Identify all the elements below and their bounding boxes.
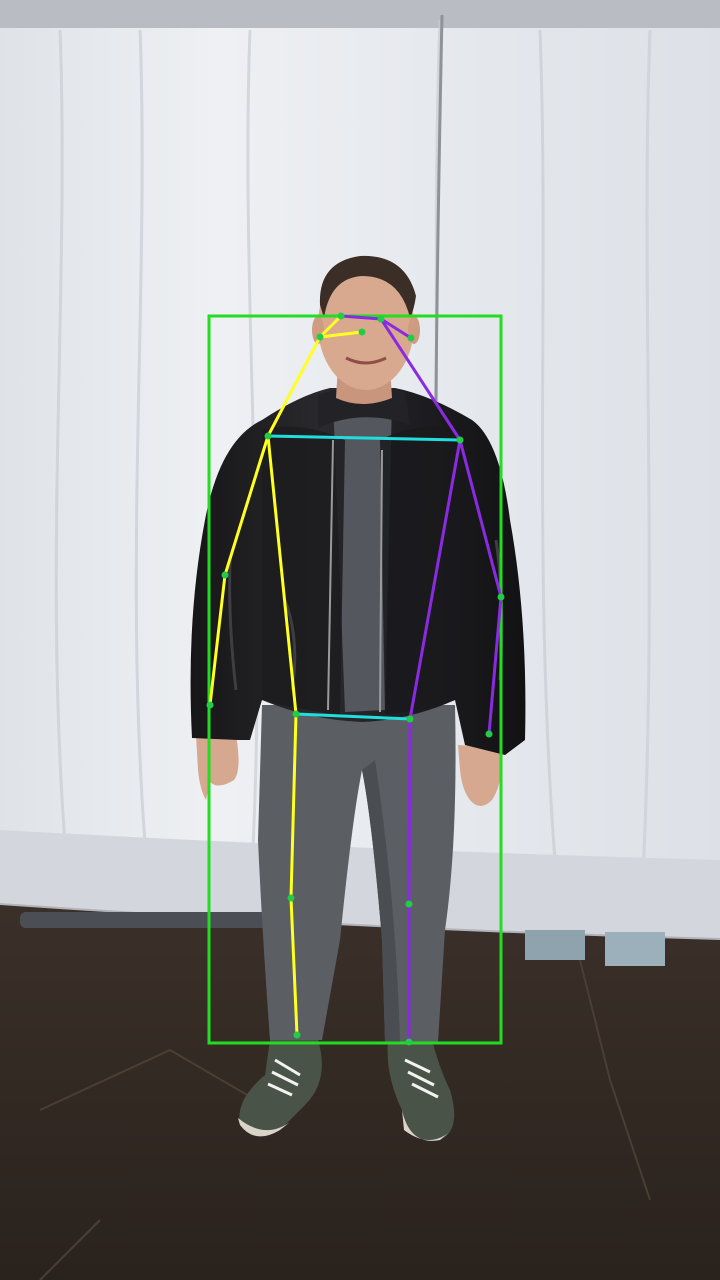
skeleton-keypoints — [206, 312, 505, 1046]
right-hand — [458, 745, 502, 806]
box-right-1 — [525, 930, 585, 960]
limb-nose-to-right-eye — [318, 314, 343, 339]
keypoint-right-shoulder — [264, 432, 272, 440]
limb-right-shoulder-to-right-hip — [266, 434, 298, 716]
keypoint-right-elbow — [221, 571, 229, 579]
keypoint-left-elbow — [497, 593, 505, 601]
jacket-left-panel — [262, 426, 345, 715]
jacket-right-panel — [380, 426, 462, 714]
jacket-zipper — [327, 439, 334, 711]
keypoint-left-shoulder — [456, 436, 464, 444]
keypoint-right-knee — [287, 894, 295, 902]
hair — [319, 255, 416, 318]
box-right-2 — [605, 932, 665, 966]
keypoint-left-knee — [405, 900, 413, 908]
trousers-shading — [362, 760, 400, 1042]
limb-left-hip-to-right-hip — [294, 712, 412, 721]
jacket-zipper-2 — [379, 449, 383, 713]
limb-right-eye-to-right-ear — [318, 330, 364, 339]
keypoint-left-eye — [377, 315, 385, 323]
limb-left-eye-to-left-shoulder — [379, 317, 462, 442]
skeleton-limbs — [208, 314, 503, 1044]
keypoint-right-ear — [358, 328, 366, 336]
limb-left-shoulder-to-right-shoulder — [266, 434, 462, 442]
right-shoe — [387, 1040, 455, 1141]
left-shoe-sole — [238, 1118, 290, 1137]
shirt — [333, 400, 392, 712]
curtain-rod-shadow — [0, 0, 720, 28]
floor — [0, 905, 720, 1280]
limb-left-elbow-to-left-wrist — [487, 595, 503, 736]
keypoint-right-wrist — [206, 701, 214, 709]
limb-right-eye-to-right-shoulder — [266, 335, 322, 438]
detection-box — [207, 314, 503, 1045]
keypoint-nose — [337, 312, 345, 320]
limb-right-elbow-to-right-wrist — [208, 573, 227, 707]
limb-right-shoulder-to-right-elbow — [223, 434, 270, 577]
limb-left-shoulder-to-left-hip — [408, 438, 462, 721]
limb-left-hip-to-left-knee — [407, 717, 412, 906]
keypoint-left-ear — [407, 334, 415, 342]
shoe-laces — [267, 1058, 439, 1099]
keypoint-right-hip — [292, 710, 300, 718]
keypoint-left-ankle — [405, 1038, 413, 1046]
keypoint-left-wrist — [485, 730, 493, 738]
keypoint-right-ankle — [293, 1031, 301, 1039]
limb-right-knee-to-right-ankle — [289, 896, 299, 1037]
keypoint-right-eye — [316, 333, 324, 341]
limb-nose-to-left-eye — [339, 314, 383, 321]
head — [318, 260, 414, 390]
limb-right-hip-to-right-knee — [289, 712, 298, 900]
left-hand — [196, 735, 239, 800]
keypoint-left-hip — [406, 715, 414, 723]
trousers — [258, 705, 456, 1042]
limb-left-eye-to-left-ear — [379, 317, 413, 340]
limb-left-shoulder-to-left-elbow — [458, 438, 503, 599]
mouth — [345, 356, 387, 365]
